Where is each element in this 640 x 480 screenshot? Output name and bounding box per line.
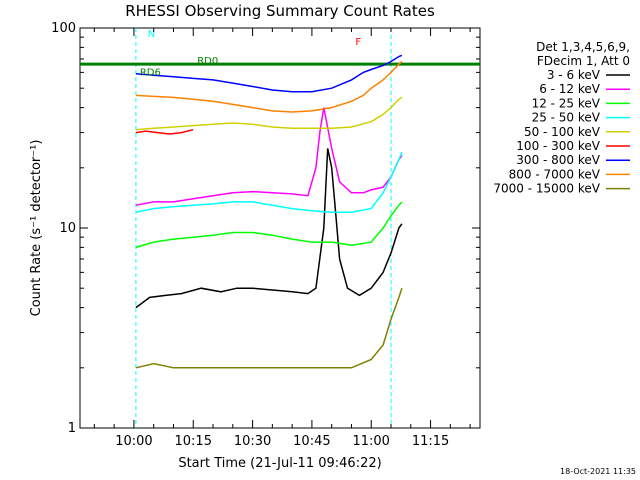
series-line-800-7000-kev bbox=[135, 60, 403, 113]
series-line-7000-15000-kev bbox=[135, 287, 403, 369]
series-line-3-6-kev bbox=[135, 148, 403, 309]
x-tick-label: 10:00 bbox=[115, 434, 152, 449]
legend-header-line-2: FDecim 1, Att 0 bbox=[537, 54, 630, 68]
flag-label-rd6: RD6 bbox=[140, 67, 161, 78]
legend-item-label: 6 - 12 keV bbox=[539, 82, 601, 96]
series-line-50-100-kev bbox=[135, 96, 403, 131]
series-line-12-25-kev bbox=[135, 201, 403, 249]
y-axis: 1 10 100 bbox=[51, 21, 480, 436]
x-axis-label: Start Time (21-Jul-11 09:46:22) bbox=[178, 456, 381, 471]
legend-header-line-1: Det 1,3,4,5,6,9, bbox=[536, 40, 630, 54]
legend-item-label: 3 - 6 keV bbox=[547, 68, 601, 82]
legend-item-label: 300 - 800 keV bbox=[516, 153, 600, 167]
y-axis-label: Count Rate (s⁻¹ detector⁻¹) bbox=[29, 140, 44, 317]
legend-item-label: 800 - 7000 keV bbox=[509, 167, 601, 181]
flag-label-rd0: RD0 bbox=[197, 56, 218, 67]
y-tick-label: 1 bbox=[68, 421, 76, 436]
x-axis: 10:00 10:15 10:30 10:45 11:00 11:15 bbox=[93, 28, 471, 449]
series-line-300-800-kev bbox=[135, 54, 403, 93]
x-tick-label: 10:30 bbox=[234, 434, 271, 449]
chart-title: RHESSI Observing Summary Count Rates bbox=[125, 2, 435, 20]
legend-item-label: 100 - 300 keV bbox=[516, 139, 600, 153]
x-tick-label: 10:15 bbox=[175, 434, 212, 449]
legend-item-label: 50 - 100 keV bbox=[524, 125, 601, 139]
series-line-25-50-kev bbox=[135, 151, 403, 213]
flag-label-f: F bbox=[355, 37, 361, 48]
y-tick-label: 100 bbox=[51, 21, 76, 36]
legend-item-label: 25 - 50 keV bbox=[532, 111, 601, 125]
series-line-6-12-kev bbox=[135, 107, 403, 206]
legend: Det 1,3,4,5,6,9, FDecim 1, Att 0 3 - 6 k… bbox=[493, 40, 630, 196]
y-tick-label: 10 bbox=[59, 221, 76, 236]
legend-item-label: 12 - 25 keV bbox=[532, 96, 601, 110]
flag-labels: N F RD0 RD6 bbox=[140, 29, 362, 78]
series-line-100-300-kev bbox=[135, 128, 194, 135]
footer-timestamp: 18-Oct-2021 11:35 bbox=[560, 467, 636, 476]
plot-area: N F RD0 RD6 bbox=[79, 27, 481, 429]
legend-item-label: 7000 - 15000 keV bbox=[493, 182, 600, 196]
x-tick-label: 11:00 bbox=[352, 434, 389, 449]
x-tick-label: 10:45 bbox=[293, 434, 330, 449]
night-intervals bbox=[135, 28, 392, 428]
flag-label-n: N bbox=[148, 29, 155, 40]
series-group bbox=[135, 54, 403, 369]
x-tick-label: 11:15 bbox=[412, 434, 449, 449]
